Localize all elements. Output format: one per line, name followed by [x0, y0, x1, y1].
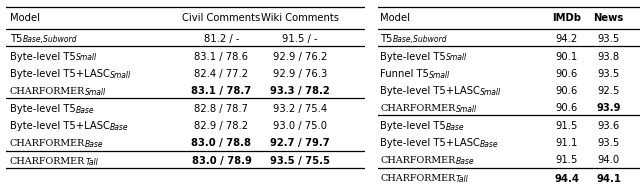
Text: CHARFORMER: CHARFORMER: [380, 174, 456, 183]
Text: 93.5 / 75.5: 93.5 / 75.5: [270, 156, 330, 166]
Text: 93.8: 93.8: [598, 52, 620, 62]
Text: Byte-level T5+LASC: Byte-level T5+LASC: [380, 86, 480, 96]
Text: CHARFORMER: CHARFORMER: [380, 156, 456, 165]
Text: 83.1 / 78.6: 83.1 / 78.6: [195, 52, 248, 62]
Text: 83.0 / 78.9: 83.0 / 78.9: [191, 156, 252, 166]
Text: Small: Small: [110, 71, 131, 80]
Text: CHARFORMER: CHARFORMER: [10, 87, 85, 96]
Text: 90.6: 90.6: [556, 86, 578, 96]
Text: Base: Base: [456, 157, 474, 166]
Text: 91.5: 91.5: [556, 121, 578, 131]
Text: 90.1: 90.1: [556, 52, 578, 62]
Text: 93.0 / 75.0: 93.0 / 75.0: [273, 121, 327, 131]
Text: Byte-level T5: Byte-level T5: [380, 121, 446, 131]
Text: Byte-level T5: Byte-level T5: [380, 52, 446, 62]
Text: 93.3 / 78.2: 93.3 / 78.2: [271, 86, 330, 96]
Text: Small: Small: [85, 88, 106, 97]
Text: Small: Small: [429, 71, 450, 80]
Text: Byte-level T5+LASC: Byte-level T5+LASC: [10, 121, 110, 131]
Text: Base: Base: [446, 123, 465, 132]
Text: CHARFORMER: CHARFORMER: [380, 104, 456, 113]
Text: Base: Base: [85, 140, 104, 149]
Text: 92.9 / 76.2: 92.9 / 76.2: [273, 52, 328, 62]
Text: Byte-level T5+LASC: Byte-level T5+LASC: [380, 138, 480, 148]
Text: IMDb: IMDb: [552, 13, 581, 23]
Text: Wiki Comments: Wiki Comments: [261, 13, 339, 23]
Text: Base: Base: [480, 140, 499, 149]
Text: 93.5: 93.5: [597, 69, 620, 79]
Text: 90.6: 90.6: [556, 103, 578, 113]
Text: 93.5: 93.5: [597, 138, 620, 148]
Text: 91.1: 91.1: [556, 138, 578, 148]
Text: CHARFORMER: CHARFORMER: [10, 139, 85, 148]
Text: 93.5: 93.5: [597, 34, 620, 44]
Text: 93.2 / 75.4: 93.2 / 75.4: [273, 104, 327, 114]
Text: 92.7 / 79.7: 92.7 / 79.7: [271, 138, 330, 148]
Text: 94.4: 94.4: [554, 174, 579, 183]
Text: 93.6: 93.6: [597, 121, 620, 131]
Text: 81.2 / -: 81.2 / -: [204, 34, 239, 44]
Text: 92.5: 92.5: [597, 86, 620, 96]
Text: 83.0 / 78.8: 83.0 / 78.8: [191, 138, 252, 148]
Text: Small: Small: [76, 54, 97, 63]
Text: 82.9 / 78.2: 82.9 / 78.2: [195, 121, 248, 131]
Text: Model: Model: [10, 13, 40, 23]
Text: Base: Base: [76, 106, 94, 115]
Text: T5: T5: [380, 34, 392, 44]
Text: T5: T5: [10, 34, 22, 44]
Text: Tall: Tall: [456, 175, 468, 184]
Text: 82.8 / 78.7: 82.8 / 78.7: [195, 104, 248, 114]
Text: 82.4 / 77.2: 82.4 / 77.2: [195, 69, 248, 79]
Text: Base,Subword: Base,Subword: [22, 36, 77, 45]
Text: 92.9 / 76.3: 92.9 / 76.3: [273, 69, 328, 79]
Text: Small: Small: [480, 88, 501, 97]
Text: 91.5 / -: 91.5 / -: [282, 34, 318, 44]
Text: Byte-level T5+LASC: Byte-level T5+LASC: [10, 69, 110, 79]
Text: 93.9: 93.9: [596, 103, 621, 113]
Text: 94.1: 94.1: [596, 174, 621, 183]
Text: Base: Base: [110, 123, 129, 132]
Text: Byte-level T5: Byte-level T5: [10, 104, 76, 114]
Text: 94.0: 94.0: [598, 155, 620, 165]
Text: 90.6: 90.6: [556, 69, 578, 79]
Text: Small: Small: [446, 54, 467, 63]
Text: Funnel T5: Funnel T5: [380, 69, 429, 79]
Text: Small: Small: [456, 105, 477, 114]
Text: 91.5: 91.5: [556, 155, 578, 165]
Text: CHARFORMER: CHARFORMER: [10, 157, 85, 166]
Text: Base,Subword: Base,Subword: [392, 36, 447, 45]
Text: Tall: Tall: [85, 158, 98, 167]
Text: 94.2: 94.2: [556, 34, 578, 44]
Text: Civil Comments: Civil Comments: [182, 13, 260, 23]
Text: Byte-level T5: Byte-level T5: [10, 52, 76, 62]
Text: News: News: [593, 13, 623, 23]
Text: 83.1 / 78.7: 83.1 / 78.7: [191, 86, 252, 96]
Text: Model: Model: [380, 13, 410, 23]
